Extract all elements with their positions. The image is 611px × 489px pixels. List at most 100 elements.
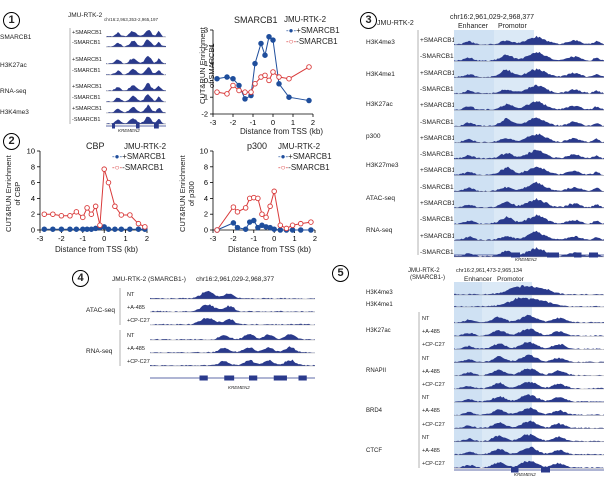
chart2-data-point [105,226,112,232]
chart1-title: SMARCB1 [234,15,278,25]
signal-track [454,314,604,323]
p5-row-label: NT [422,434,430,441]
gene-exon [589,252,598,258]
p1-row-label: +SMARCB1 [72,84,102,90]
chart2-x-tick-label: -3 [37,234,44,243]
chart2-x-tick-label: 1 [124,234,128,243]
chart1-data-point [306,97,312,104]
p5-title-line2: (SMARCB1-) [410,275,446,281]
gene-exon [547,252,559,258]
chart3-data-point [263,214,269,221]
p1-locus: chr16:2,963,353-2,965,197 [104,17,159,22]
p1-row-label: +SMARCB1 [72,30,102,36]
chart1-y-tick-label: -1 [201,93,208,102]
p5-row-label: +A-485 [422,368,440,375]
chart1-data-point [306,64,312,70]
chart2-data-point [73,226,80,232]
p5-mark-label: H3K27ac [366,328,391,334]
p5-gene-label: KREMEN2 [514,472,536,477]
chart1-data-point [276,74,282,80]
chart2-y-tick-label: 4 [31,194,35,203]
chart1-legend-label: -SMARCB1 [296,37,338,46]
p3-row-label: +SMARCB1 [420,134,456,142]
gene-exon [112,123,115,129]
chart2-data-point [97,222,103,229]
p5-mark-label: CTCF [366,448,382,454]
p1-row-label: -SMARCB1 [72,40,101,46]
chart3-data-point [242,226,249,232]
signal-track [454,368,604,376]
chart2-x-tick-label: 0 [102,234,106,243]
chart2-data-point [80,214,86,221]
signal-track [454,328,604,337]
signal-track [106,30,166,37]
p4-row-label: NT [127,292,135,298]
chart1-data-point [262,52,268,58]
signal-track [454,230,604,241]
p5-row-label: NT [422,355,430,362]
chart2-data-point [127,212,133,218]
chart3-legend-plus: -●-+SMARCB1 [278,152,332,161]
p3-row-label: -SMARCB1 [420,85,454,93]
p1-row-label: -SMARCB1 [72,95,101,101]
chart2-legend-label: -SMARCB1 [122,163,164,172]
signal-track [454,407,604,416]
p4-row-label: +CP-C27 [127,359,150,365]
chart2-data-point [135,220,142,227]
gene-exon [154,123,159,129]
chart3-data-point [214,227,220,233]
p3-locus: chr16:2,961,029-2,968,377 [450,14,535,21]
p5-row-label: NT [422,395,430,402]
gene-exon [199,375,208,381]
chart2-title: CBP [86,141,105,151]
chart2-x-tick-label: -2 [58,234,65,243]
chart2-y-tick-label: 0 [31,226,35,235]
p3-row-label: +SMARCB1 [420,167,456,175]
chart3-cell-line: JMU-RTK-2 [278,142,321,151]
chart3-y-tick-label: 6 [204,178,208,187]
chart2-legend-label: +SMARCB1 [122,152,166,161]
gene-exon [511,467,519,473]
chart2-data-point [84,205,90,211]
signal-track [454,381,604,389]
chart2-x-tick-label: 2 [145,234,149,243]
chart3-x-tick-label: 2 [313,234,317,243]
chart3-y-tick-label: 10 [200,147,208,156]
chart1-data-point [262,72,268,79]
chart3-data-point [259,211,265,217]
p5-row-label: +CP-C27 [422,382,445,388]
signal-track [106,94,166,102]
chart1-x-tick-label: 1 [291,118,295,127]
signal-track [454,181,604,192]
chart3-title: p300 [247,141,268,151]
p1-gene-label: KREMEN2 [118,128,140,133]
chart1-y-tick-label: -2 [201,110,208,119]
p3-mark-label: H3K4me1 [366,71,395,78]
signal-track [106,39,166,47]
chart2-data-point [58,213,65,219]
p3-row-label: +SMARCB1 [420,37,456,44]
signal-track [106,82,166,91]
signal-track [454,166,604,176]
p4-row-label: +A-485 [127,346,145,352]
chart1-data-point [230,82,236,89]
chart1-cell-line: JMU-RTK-2 [284,15,327,24]
chart2-legend-plus: -●-+SMARCB1 [112,152,166,161]
signal-track [454,133,604,143]
chart2-data-point [112,203,118,210]
p3-mark-label: p300 [366,133,381,140]
chart1-y-tick-label: 1 [204,59,208,68]
signal-track [454,68,604,78]
p5-row-label: +CP-C27 [422,461,445,468]
signal-track [454,341,604,350]
signal-track [454,247,604,257]
signal-track [454,149,604,160]
signal-track [454,117,604,127]
p5-locus: chr16:2,961,473-2,965,134 [456,268,523,274]
signal-track [150,346,315,353]
chart1-x-tick-label: -2 [230,118,237,127]
p4-row-label: +CP-C27 [127,318,150,324]
chart3-data-point [234,224,241,231]
p3-cell-line: JMU-RTK-2 [377,20,414,27]
signal-track [150,317,315,325]
